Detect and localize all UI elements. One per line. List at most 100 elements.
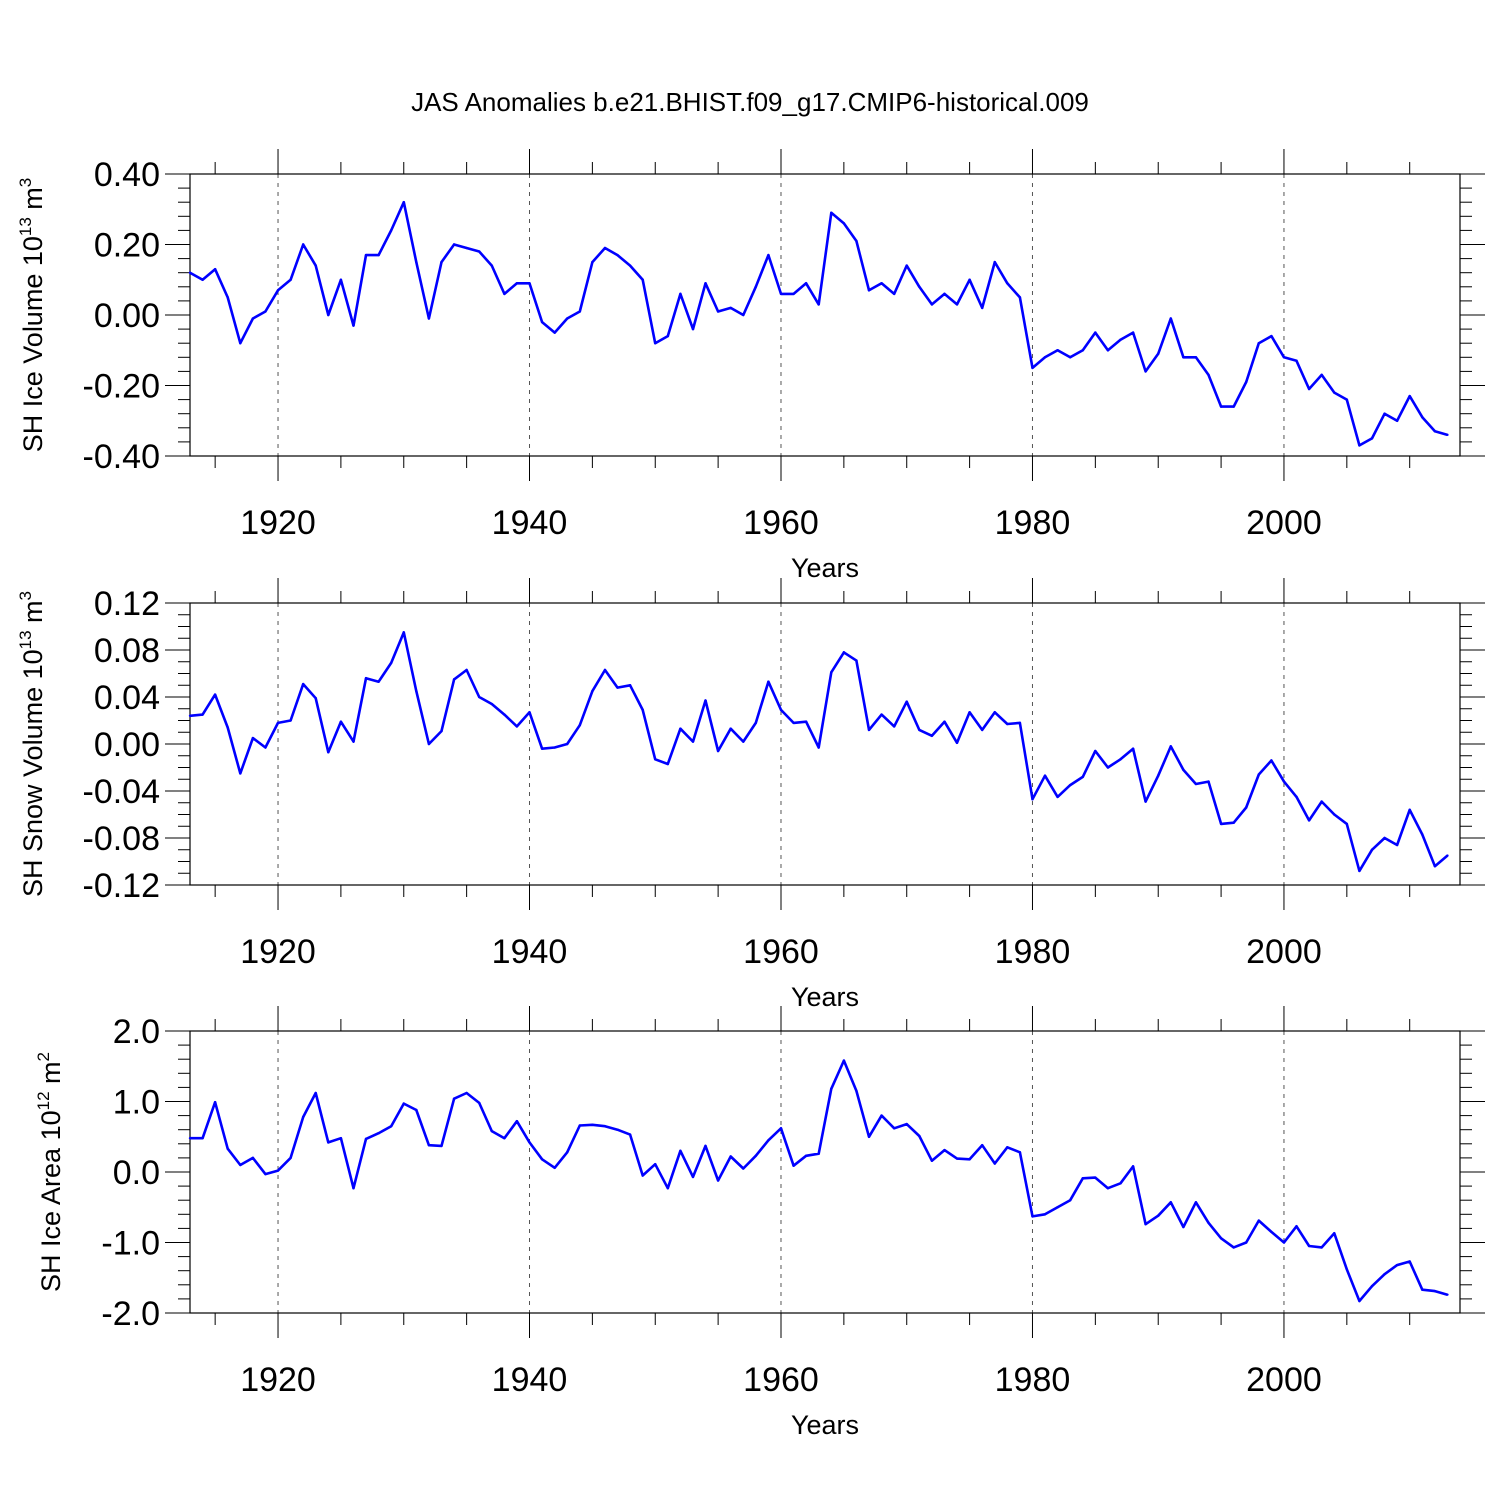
data-point bbox=[641, 708, 644, 712]
data-point bbox=[352, 1187, 355, 1190]
data-point bbox=[616, 686, 619, 689]
y-axis-label-main: SH Ice Volume 10 bbox=[18, 236, 48, 452]
data-point bbox=[1333, 391, 1336, 394]
data-point bbox=[980, 306, 984, 310]
data-point bbox=[314, 1091, 317, 1095]
x-tick-label: 1940 bbox=[492, 1361, 568, 1399]
data-point bbox=[943, 720, 946, 723]
data-point bbox=[930, 1159, 934, 1162]
y-axis-label: SH Ice Area 1012 m2 bbox=[34, 1052, 66, 1292]
data-point bbox=[490, 702, 493, 706]
data-point bbox=[1433, 1289, 1437, 1293]
data-point bbox=[1056, 349, 1059, 352]
data-point bbox=[515, 1120, 519, 1123]
data-point bbox=[804, 1154, 808, 1157]
data-point bbox=[377, 253, 380, 257]
data-point bbox=[968, 1158, 971, 1161]
data-point bbox=[415, 689, 418, 693]
data-point bbox=[880, 713, 883, 716]
data-point bbox=[364, 1137, 368, 1141]
data-point bbox=[1106, 766, 1110, 769]
data-point bbox=[880, 282, 883, 285]
data-point bbox=[1106, 1187, 1110, 1190]
data-point bbox=[1358, 869, 1361, 873]
data-point bbox=[679, 1149, 682, 1153]
y-axis-label-unit: m bbox=[36, 1061, 66, 1091]
data-point bbox=[1370, 848, 1374, 851]
y-tick-label: 0.0 bbox=[113, 1154, 160, 1192]
data-point bbox=[201, 1136, 204, 1140]
data-point bbox=[792, 292, 795, 296]
data-point bbox=[1421, 1288, 1424, 1291]
data-point bbox=[1383, 1273, 1386, 1276]
data-point bbox=[1056, 795, 1059, 799]
data-point bbox=[1370, 1285, 1374, 1288]
data-point bbox=[301, 243, 305, 246]
data-point bbox=[553, 331, 556, 334]
data-point bbox=[1207, 780, 1210, 783]
y-axis-label-exponent: 12 bbox=[34, 1091, 53, 1110]
data-point bbox=[427, 742, 431, 746]
data-point bbox=[352, 324, 355, 327]
data-point bbox=[226, 726, 229, 729]
x-tick-label: 1920 bbox=[240, 1361, 316, 1399]
data-point bbox=[289, 719, 292, 722]
data-point bbox=[754, 721, 758, 725]
data-point bbox=[1068, 783, 1072, 787]
data-point bbox=[1446, 433, 1449, 437]
data-point bbox=[1433, 865, 1437, 868]
data-point bbox=[804, 720, 808, 723]
data-point bbox=[779, 292, 783, 296]
data-point bbox=[654, 1163, 657, 1166]
data-point bbox=[1282, 780, 1286, 783]
data-point bbox=[364, 677, 368, 680]
y-tick-label: 0.20 bbox=[94, 227, 160, 265]
y-tick-label: 2.0 bbox=[113, 1013, 160, 1051]
data-point bbox=[1395, 843, 1399, 847]
data-point bbox=[264, 746, 267, 749]
data-point bbox=[389, 661, 393, 665]
x-tick-label: 2000 bbox=[1246, 504, 1322, 542]
data-point bbox=[490, 264, 493, 267]
data-point bbox=[666, 334, 670, 338]
data-point bbox=[1182, 1225, 1185, 1229]
data-point bbox=[402, 1102, 405, 1105]
y-tick-label: -0.04 bbox=[83, 773, 161, 811]
data-point bbox=[566, 742, 569, 746]
data-point bbox=[251, 1156, 255, 1160]
data-point bbox=[188, 1136, 192, 1140]
y-tick-label: -1.0 bbox=[101, 1225, 160, 1263]
data-point bbox=[1320, 800, 1323, 803]
data-point bbox=[955, 303, 959, 306]
data-point bbox=[1257, 773, 1261, 776]
data-point bbox=[641, 1174, 644, 1177]
data-point bbox=[503, 292, 506, 296]
data-point bbox=[1182, 356, 1185, 359]
data-point bbox=[855, 1089, 858, 1093]
data-point bbox=[1245, 1241, 1248, 1244]
data-point bbox=[1043, 1213, 1047, 1216]
data-line bbox=[189, 631, 1449, 873]
data-point bbox=[1232, 821, 1235, 824]
data-point bbox=[339, 720, 343, 723]
data-point bbox=[616, 253, 619, 257]
data-point bbox=[1056, 1206, 1059, 1209]
data-point bbox=[905, 700, 908, 703]
y-axis-label: SH Snow Volume 1013 m3 bbox=[16, 591, 48, 897]
data-point bbox=[729, 306, 732, 310]
data-point bbox=[1119, 1182, 1122, 1185]
data-point bbox=[1157, 1214, 1160, 1217]
data-point bbox=[1245, 380, 1248, 384]
data-point bbox=[742, 313, 745, 317]
data-point bbox=[213, 693, 217, 696]
data-point bbox=[704, 1144, 707, 1148]
data-point bbox=[1345, 822, 1349, 826]
data-point bbox=[1433, 430, 1437, 433]
data-point bbox=[1094, 749, 1097, 753]
y-tick-label: 0.00 bbox=[94, 726, 160, 764]
x-tick-label: 1920 bbox=[240, 933, 316, 971]
data-point bbox=[1031, 366, 1034, 370]
data-point bbox=[591, 1123, 594, 1126]
data-point bbox=[1257, 1219, 1261, 1222]
